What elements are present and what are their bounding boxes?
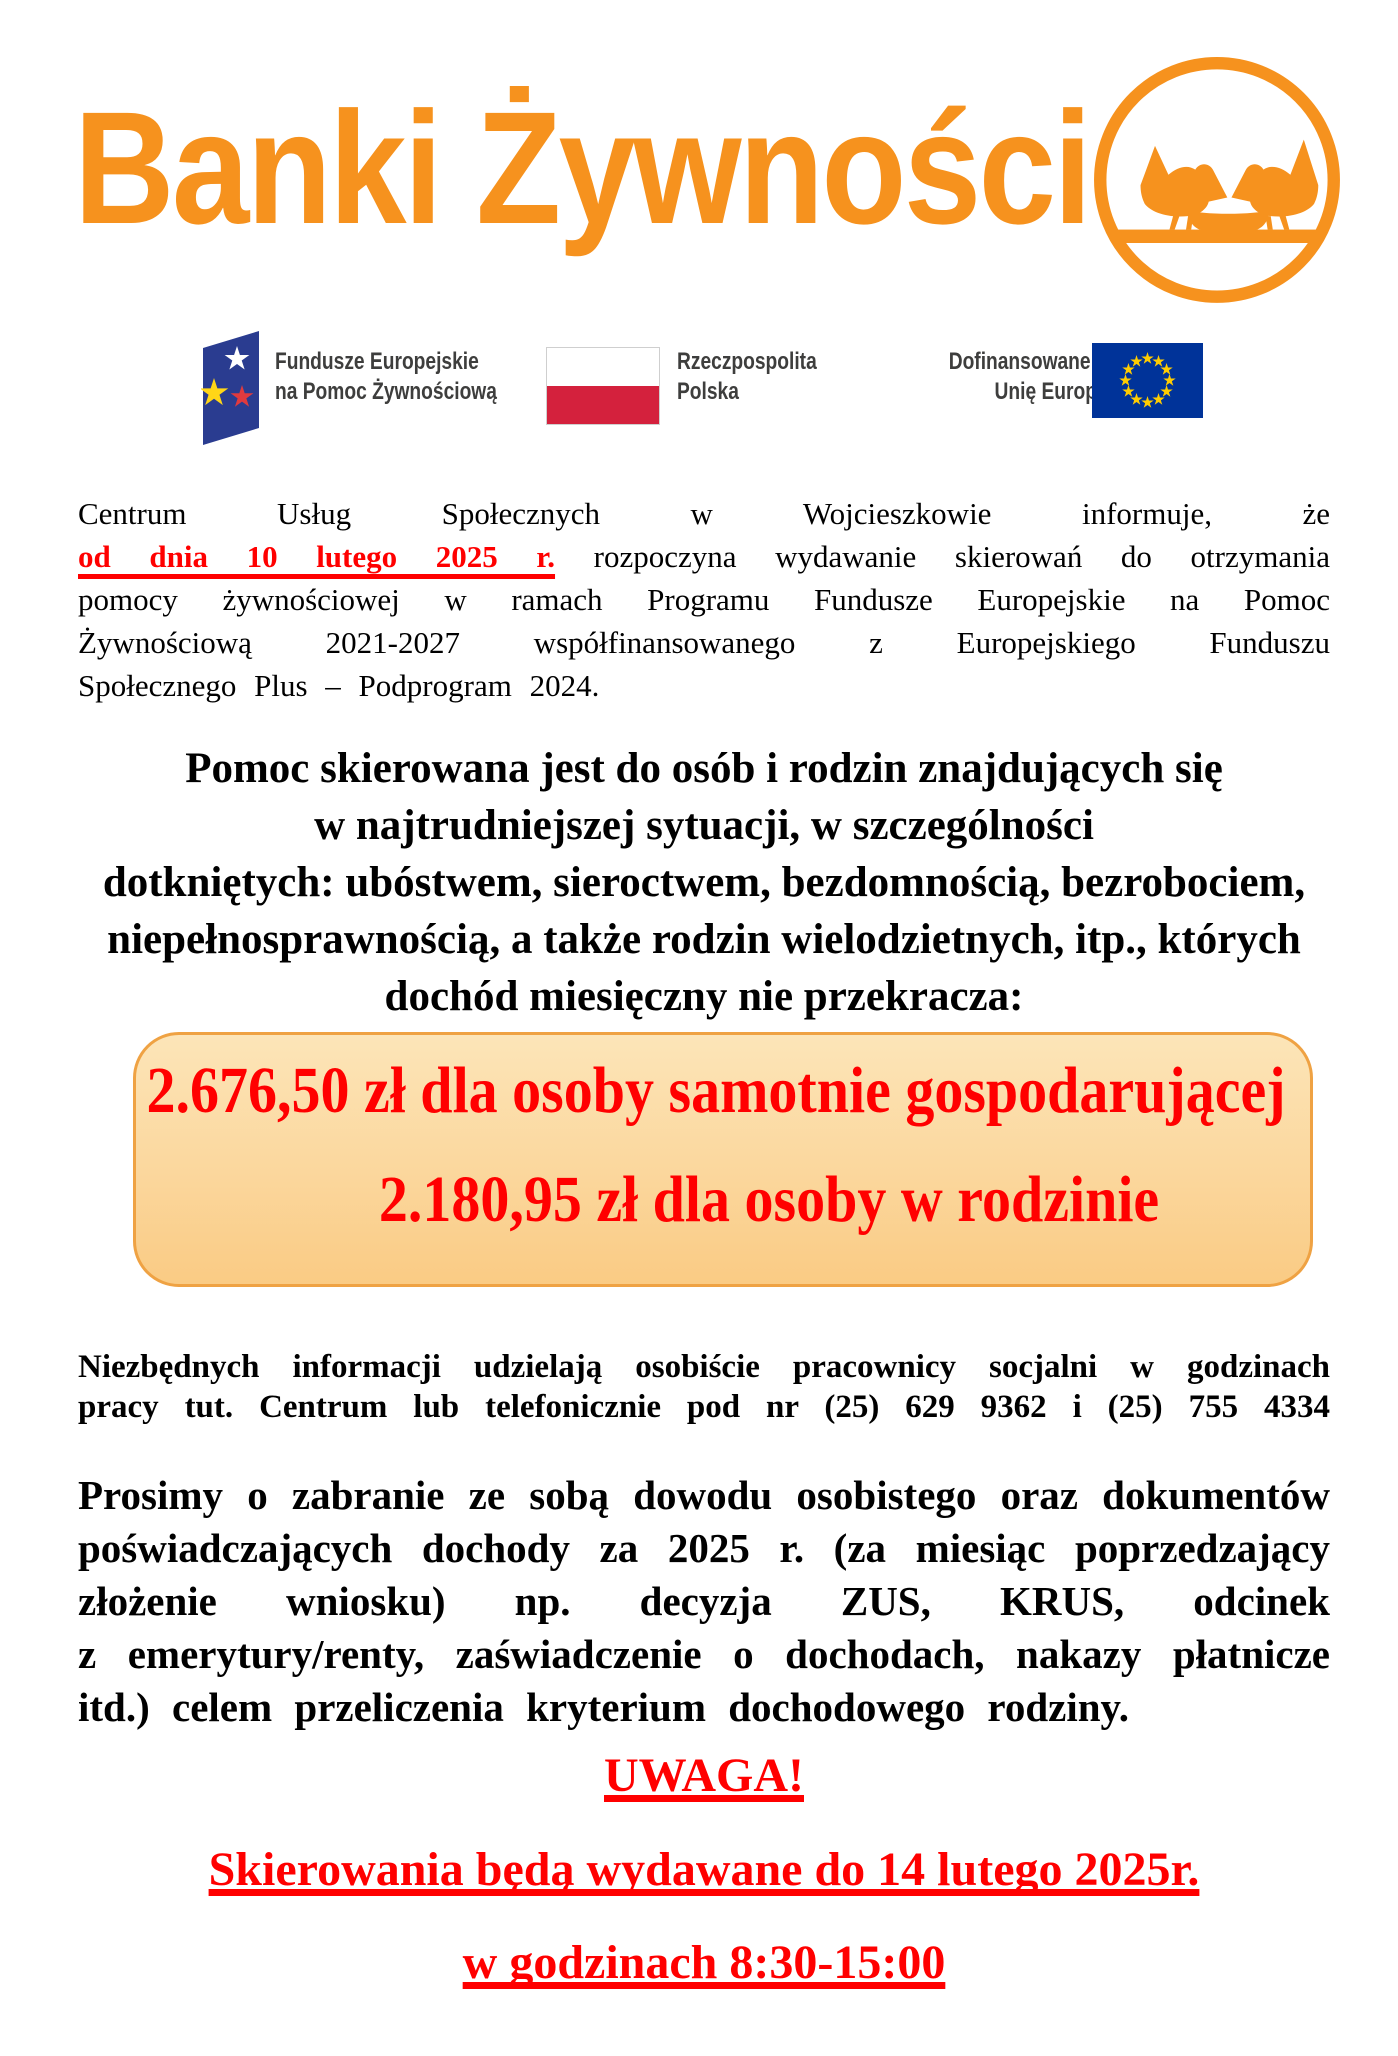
intro-line-3: pomocy żywnościowej w ramach Programu Fu… bbox=[78, 582, 1330, 617]
intro-line-2: od dnia 10 lutego 2025 r. rozpoczyna wyd… bbox=[78, 535, 1330, 578]
opening-hours-line: w godzinach 8:30-15:00 bbox=[78, 1938, 1330, 1988]
request-line-5: itd.) celem przeliczenia kryterium docho… bbox=[78, 1684, 1130, 1730]
attention-text: UWAGA! bbox=[604, 1749, 804, 1802]
intro-line-1: Centrum Usług Społecznych w Wojcieszkowi… bbox=[78, 496, 1330, 531]
request-line-1: Prosimy o zabranie ze sobą dowodu osobis… bbox=[78, 1472, 1330, 1518]
intro-line-4: Żywnościową 2021-2027 współfinansowanego… bbox=[78, 625, 1330, 660]
rzeczpospolita-polska-label: Rzeczpospolita Polska bbox=[677, 348, 817, 405]
referral-deadline-text: Skierowania będą wydawane do 14 lutego 2… bbox=[208, 1843, 1200, 1896]
fundusze-europejskie-label: Fundusze Europejskie na Pomoc Żywnościow… bbox=[275, 348, 497, 405]
income-threshold-box: 2.676,50 zł dla osoby samotnie gospodaru… bbox=[133, 1032, 1313, 1287]
info-line-1: Niezbędnych informacji udzielają osobiśc… bbox=[78, 1349, 1330, 1385]
attention-heading: UWAGA! bbox=[78, 1751, 1330, 1801]
opening-hours-text: w godzinach 8:30-15:00 bbox=[462, 1936, 946, 1989]
food-bank-birds-icon bbox=[1094, 57, 1340, 303]
referral-deadline-line: Skierowania będą wydawane do 14 lutego 2… bbox=[78, 1845, 1330, 1895]
request-paragraph: Prosimy o zabranie ze sobą dowodu osobis… bbox=[78, 1469, 1330, 1734]
banki-zywnosci-logo-text: Banki Żywności bbox=[74, 78, 1092, 257]
request-line-4: z emerytury/renty, zaświadczenie o docho… bbox=[78, 1631, 1330, 1677]
intro-line-2-rest: rozpoczyna wydawanie skierowań do otrzym… bbox=[555, 539, 1330, 574]
intro-line-5: Społecznego Plus – Podprogram 2024. bbox=[78, 668, 600, 703]
poland-flag-icon bbox=[546, 347, 660, 425]
request-line-2: poświadczających dochody za 2025 r. (za … bbox=[78, 1525, 1330, 1571]
income-single-person: 2.676,50 zł dla osoby samotnie gospodaru… bbox=[146, 1053, 1286, 1127]
income-family-person: 2.180,95 zł dla osoby w rodzinie bbox=[378, 1162, 1160, 1236]
eu-flag-icon bbox=[1092, 343, 1203, 418]
fundusze-europejskie-flag-icon bbox=[201, 331, 259, 445]
request-line-3: złożenie wniosku) np. decyzja ZUS, KRUS,… bbox=[78, 1578, 1330, 1624]
start-date-highlight: od dnia 10 lutego 2025 r. bbox=[78, 539, 556, 574]
intro-paragraph: Centrum Usług Społecznych w Wojcieszkowi… bbox=[78, 492, 1330, 707]
info-line-2: pracy tut. Centrum lub telefonicznie pod… bbox=[78, 1389, 1330, 1425]
criteria-paragraph: Pomoc skierowana jest do osób i rodzin z… bbox=[102, 745, 1306, 1020]
info-paragraph: Niezbędnych informacji udzielają osobiśc… bbox=[78, 1347, 1330, 1427]
